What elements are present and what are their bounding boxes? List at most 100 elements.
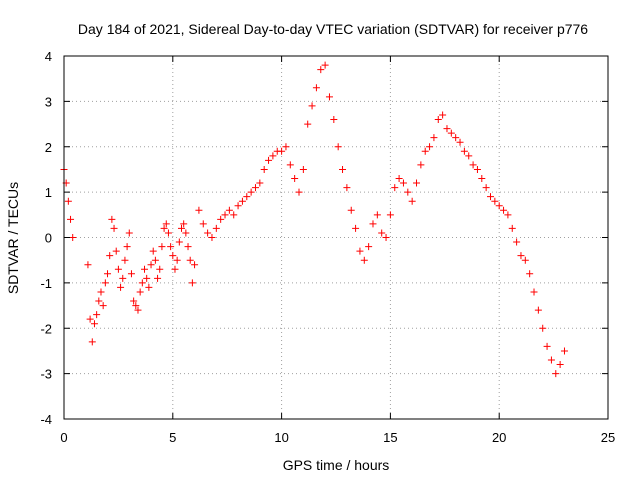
data-point xyxy=(217,215,225,223)
data-point xyxy=(110,224,118,232)
data-point xyxy=(171,265,179,273)
data-point xyxy=(373,211,381,219)
data-point xyxy=(491,197,499,205)
data-point xyxy=(299,165,307,173)
data-point xyxy=(230,211,238,219)
data-point xyxy=(308,102,316,110)
data-point xyxy=(552,370,560,378)
data-point xyxy=(547,356,555,364)
data-point xyxy=(208,234,216,241)
data-point xyxy=(486,193,494,201)
data-point xyxy=(421,147,429,155)
data-point xyxy=(119,274,127,282)
data-point xyxy=(186,256,194,264)
data-point xyxy=(504,211,512,219)
data-point xyxy=(269,152,277,160)
data-point xyxy=(101,279,109,287)
data-point xyxy=(508,224,516,232)
data-point xyxy=(500,206,508,214)
data-point xyxy=(88,338,96,346)
data-point xyxy=(317,66,325,74)
data-point xyxy=(334,143,342,151)
data-point xyxy=(469,161,477,169)
data-point xyxy=(67,215,75,223)
x-tick-label: 15 xyxy=(383,430,397,445)
data-point xyxy=(482,184,490,192)
y-tick-label: -4 xyxy=(40,412,52,427)
data-point xyxy=(530,288,538,296)
data-point xyxy=(251,184,259,192)
data-point xyxy=(154,274,162,282)
data-point xyxy=(291,175,299,183)
data-point xyxy=(426,143,434,151)
data-point xyxy=(86,315,94,323)
data-point xyxy=(352,224,360,232)
data-point xyxy=(195,206,203,214)
data-point xyxy=(93,311,101,319)
data-point xyxy=(125,229,133,237)
data-point xyxy=(95,297,103,305)
data-point xyxy=(447,129,455,137)
data-point xyxy=(225,206,233,214)
data-point xyxy=(330,116,338,124)
data-point xyxy=(247,188,255,196)
data-point xyxy=(369,220,377,228)
data-point xyxy=(382,234,390,241)
data-point xyxy=(386,211,394,219)
data-point xyxy=(452,134,460,142)
data-point xyxy=(151,256,159,264)
data-point xyxy=(495,202,503,210)
x-tick-label: 25 xyxy=(601,430,615,445)
data-point xyxy=(238,197,246,205)
data-point xyxy=(175,238,183,246)
data-point xyxy=(347,206,355,214)
data-point xyxy=(278,147,286,155)
data-point xyxy=(399,179,407,187)
y-axis-label: SDTVAR / TECUs xyxy=(5,182,21,294)
data-point xyxy=(132,302,140,310)
data-point xyxy=(143,274,151,282)
data-point xyxy=(539,324,547,332)
data-point xyxy=(526,270,534,278)
data-point xyxy=(127,270,135,278)
data-point xyxy=(395,175,403,183)
data-point xyxy=(513,238,521,246)
data-point xyxy=(234,202,242,210)
data-point xyxy=(404,188,412,196)
data-series-sdtvar xyxy=(60,61,568,378)
data-point xyxy=(343,184,351,192)
data-point xyxy=(191,261,199,269)
y-tick-label: -2 xyxy=(40,321,52,336)
data-point xyxy=(138,279,146,287)
data-point xyxy=(221,211,229,219)
data-point xyxy=(460,147,468,155)
data-point xyxy=(136,288,144,296)
data-point xyxy=(560,347,568,355)
data-point xyxy=(473,165,481,173)
x-axis-label: GPS time / hours xyxy=(283,457,390,473)
data-point xyxy=(204,229,212,237)
data-point xyxy=(439,111,447,119)
data-point xyxy=(365,243,373,251)
data-point xyxy=(521,256,529,264)
data-point xyxy=(134,306,142,314)
data-point xyxy=(212,224,220,232)
data-point xyxy=(356,247,364,255)
data-point xyxy=(112,247,120,255)
data-point xyxy=(106,252,114,260)
data-point xyxy=(199,220,207,228)
data-point xyxy=(534,306,542,314)
data-point xyxy=(282,143,290,151)
data-point xyxy=(517,252,525,260)
data-point xyxy=(188,279,196,287)
y-tick-label: 2 xyxy=(45,140,52,155)
data-point xyxy=(443,125,451,133)
chart-title: Day 184 of 2021, Sidereal Day-to-day VTE… xyxy=(78,21,588,37)
data-point xyxy=(149,247,157,255)
data-point xyxy=(160,224,168,232)
data-point xyxy=(256,179,264,187)
data-point xyxy=(156,265,164,273)
data-point xyxy=(417,161,425,169)
x-tick-label: 0 xyxy=(60,430,67,445)
